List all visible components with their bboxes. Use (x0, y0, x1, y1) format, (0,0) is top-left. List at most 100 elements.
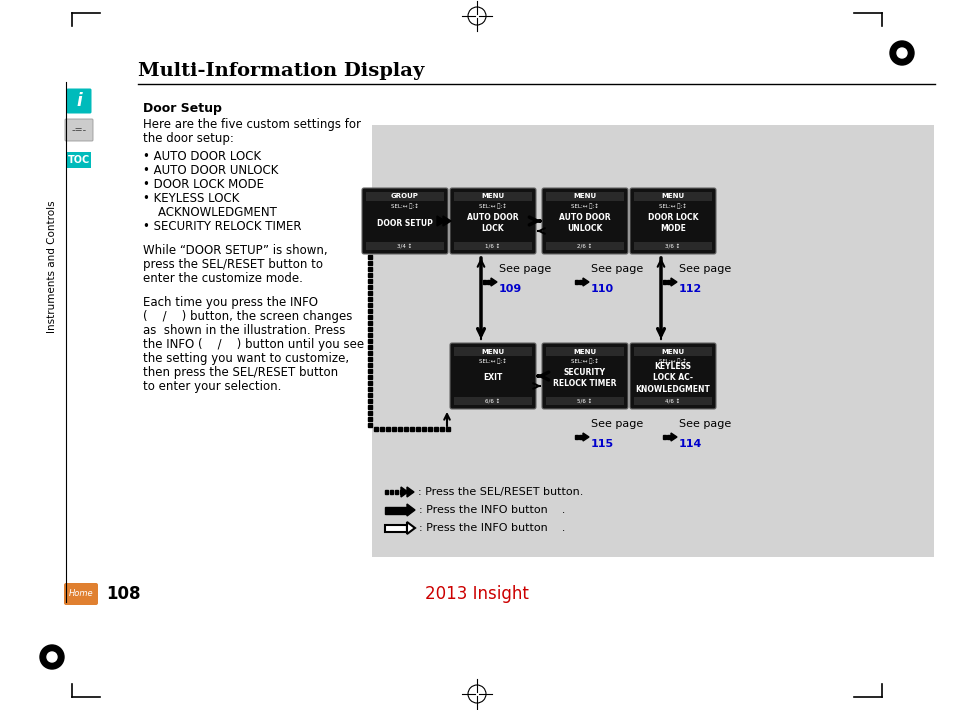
Text: See page: See page (679, 419, 731, 429)
Text: See page: See page (679, 264, 731, 274)
Bar (385, 525, 407, 532)
Circle shape (47, 652, 57, 662)
Bar (368, 356, 372, 361)
FancyBboxPatch shape (634, 397, 711, 405)
Bar (439, 427, 443, 431)
Text: : Press the INFO button    .: : Press the INFO button . (418, 523, 565, 533)
Polygon shape (400, 487, 408, 497)
Text: MENU: MENU (660, 194, 684, 200)
Text: EXIT: EXIT (483, 373, 502, 383)
Polygon shape (442, 216, 451, 226)
FancyBboxPatch shape (64, 583, 98, 605)
Text: then press the SEL/RESET button: then press the SEL/RESET button (143, 366, 337, 379)
Text: AUTO DOOR
LOCK: AUTO DOOR LOCK (467, 213, 518, 233)
Bar (368, 261, 372, 265)
Bar (368, 344, 372, 349)
FancyBboxPatch shape (361, 188, 448, 254)
FancyBboxPatch shape (366, 242, 443, 250)
Text: KEYLESS
LOCK AC-
KNOWLEDGMENT: KEYLESS LOCK AC- KNOWLEDGMENT (635, 362, 710, 393)
Text: as  shown in the illustration. Press: as shown in the illustration. Press (143, 324, 345, 337)
FancyBboxPatch shape (545, 242, 623, 250)
Bar (575, 280, 578, 284)
FancyBboxPatch shape (67, 152, 91, 168)
Bar (368, 273, 372, 276)
Text: the INFO (    /    ) button until you see: the INFO ( / ) button until you see (143, 338, 364, 351)
Text: • DOOR LOCK MODE: • DOOR LOCK MODE (143, 178, 264, 191)
Bar (368, 417, 372, 420)
Text: DOOR SETUP: DOOR SETUP (376, 219, 433, 227)
Text: • AUTO DOOR LOCK: • AUTO DOOR LOCK (143, 150, 261, 163)
Bar (385, 490, 388, 494)
Circle shape (896, 48, 906, 58)
FancyBboxPatch shape (545, 397, 623, 405)
FancyBboxPatch shape (450, 343, 536, 409)
Polygon shape (407, 504, 415, 516)
Text: (    /    ) button, the screen changes: ( / ) button, the screen changes (143, 310, 352, 323)
FancyBboxPatch shape (65, 119, 92, 141)
Bar (390, 490, 393, 494)
Text: MENU: MENU (481, 194, 504, 200)
Bar (368, 386, 372, 390)
Bar (410, 427, 414, 431)
Bar (368, 254, 372, 258)
Circle shape (40, 645, 64, 669)
Polygon shape (491, 278, 497, 286)
Text: 5/6 ↕: 5/6 ↕ (577, 398, 592, 403)
Text: MENU: MENU (660, 349, 684, 354)
Bar (368, 297, 372, 300)
Bar (578, 280, 582, 284)
Text: TOC: TOC (68, 155, 90, 165)
Bar (403, 427, 408, 431)
Bar (486, 280, 490, 284)
Bar (368, 410, 372, 415)
Bar (392, 427, 395, 431)
Text: 114: 114 (679, 439, 701, 449)
Bar (368, 290, 372, 295)
Text: 110: 110 (590, 284, 614, 294)
Bar (368, 405, 372, 408)
Polygon shape (436, 216, 444, 226)
Bar (386, 427, 390, 431)
Text: Door Setup: Door Setup (143, 102, 222, 115)
Bar (385, 506, 407, 513)
Text: 1/6 ↕: 1/6 ↕ (485, 244, 500, 248)
FancyBboxPatch shape (454, 192, 532, 201)
Text: • KEYLESS LOCK: • KEYLESS LOCK (143, 192, 239, 205)
Bar (482, 280, 486, 284)
Text: MENU: MENU (573, 194, 596, 200)
Text: 2/6 ↕: 2/6 ↕ (577, 244, 592, 248)
Polygon shape (670, 433, 677, 441)
FancyBboxPatch shape (541, 343, 627, 409)
Text: SEL:↤ ⓘ:↕: SEL:↤ ⓘ:↕ (478, 203, 506, 209)
Bar (368, 368, 372, 373)
FancyBboxPatch shape (454, 242, 532, 250)
Text: the setting you want to customize,: the setting you want to customize, (143, 352, 349, 365)
Circle shape (889, 41, 913, 65)
Bar (662, 280, 666, 284)
Bar (368, 351, 372, 354)
Text: 2013 Insight: 2013 Insight (425, 585, 528, 603)
Bar (434, 427, 437, 431)
Text: DOOR LOCK
MODE: DOOR LOCK MODE (647, 213, 698, 233)
Text: enter the customize mode.: enter the customize mode. (143, 272, 302, 285)
Bar (368, 320, 372, 324)
Bar (428, 427, 432, 431)
Bar (575, 435, 578, 439)
Bar (368, 278, 372, 283)
FancyBboxPatch shape (450, 188, 536, 254)
Bar (395, 490, 398, 494)
Text: SEL:↤ ⓘ:↕: SEL:↤ ⓘ:↕ (571, 359, 598, 364)
Text: See page: See page (590, 419, 642, 429)
Text: SEL:↤ ⓘ:↕: SEL:↤ ⓘ:↕ (659, 203, 686, 209)
Text: SEL:↤ ⓘ:↕: SEL:↤ ⓘ:↕ (391, 203, 418, 209)
Text: Home: Home (69, 589, 93, 599)
Text: 109: 109 (498, 284, 521, 294)
Bar (416, 427, 419, 431)
Bar (368, 309, 372, 312)
FancyBboxPatch shape (634, 347, 711, 356)
Polygon shape (582, 278, 588, 286)
Text: Here are the five custom settings for: Here are the five custom settings for (143, 118, 360, 131)
Polygon shape (407, 487, 414, 497)
Text: 112: 112 (679, 284, 701, 294)
Text: See page: See page (590, 264, 642, 274)
